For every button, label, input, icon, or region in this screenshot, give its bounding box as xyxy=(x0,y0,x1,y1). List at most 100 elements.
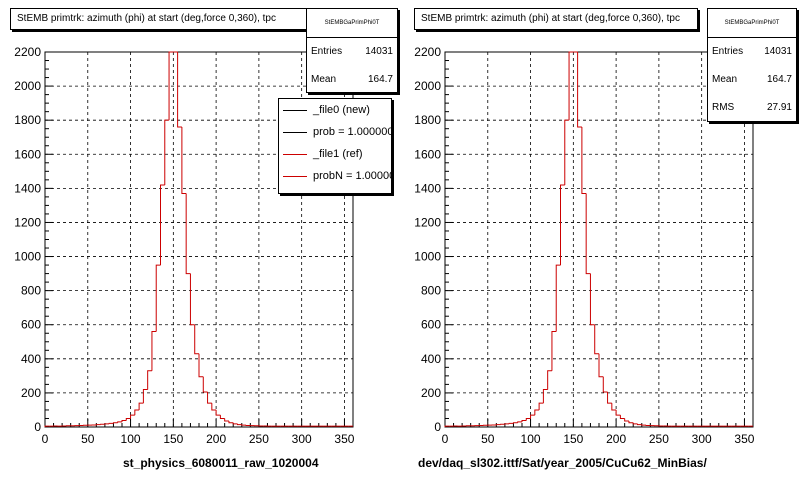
left-series0-bin-15 xyxy=(108,422,114,424)
left-ytick-label-1000: 1000 xyxy=(14,250,41,264)
right-series0-bin-28 xyxy=(564,119,570,185)
legend-line-probn xyxy=(283,175,307,177)
right-series0-bin-20 xyxy=(530,414,535,419)
left-ytick-label-2200: 2200 xyxy=(14,45,41,59)
right-stats-rms-value: 27.91 xyxy=(766,102,792,113)
left-ytick-label-200: 200 xyxy=(21,386,41,400)
left-xtick-label-50: 50 xyxy=(81,432,95,446)
right-xtick-label-50: 50 xyxy=(481,432,495,446)
left-series0-bin-43 xyxy=(228,421,234,424)
right-series0-bin-24 xyxy=(547,370,552,390)
left-ytick-label-400: 400 xyxy=(21,352,41,366)
right-series0-bin-32 xyxy=(581,127,587,194)
right-series0-bin-18 xyxy=(521,420,527,422)
left-series0-bin-29 xyxy=(168,51,174,121)
left-series0-bin-35 xyxy=(194,324,199,355)
left-series0-bin-20 xyxy=(130,414,135,419)
right-series0-bin-46 xyxy=(641,424,647,426)
left-series0-bin-17 xyxy=(117,421,122,423)
right-ytick-label-200: 200 xyxy=(421,386,441,400)
left-series0-bin-27 xyxy=(160,184,165,266)
left-ytick-label-1600: 1600 xyxy=(14,147,41,161)
right-series0-bin-31 xyxy=(577,52,582,128)
right-xtick-label-0: 0 xyxy=(442,432,449,446)
right-series0-bin-17 xyxy=(517,421,522,423)
left-series0-bin-42 xyxy=(224,418,229,422)
right-series0-bin-44 xyxy=(632,422,638,425)
right-pad: StEMB primtrk: azimuth (phi) at start (d… xyxy=(400,0,800,480)
right-series0-bin-45 xyxy=(637,423,642,426)
right-stats-rms-row: RMS 27.91 xyxy=(708,94,796,122)
right-ytick-label-1800: 1800 xyxy=(414,113,441,127)
left-series0-bin-23 xyxy=(142,389,148,404)
left-series0-bin-34 xyxy=(189,273,195,326)
right-series0-bin-39 xyxy=(611,403,617,411)
left-series0-bin-41 xyxy=(219,415,225,419)
legend-label-new: _file0 (new) xyxy=(313,104,370,116)
left-series0-bin-44 xyxy=(232,422,238,425)
left-series0-bin-31 xyxy=(177,52,182,128)
left-series0-bin-16 xyxy=(112,422,118,424)
left-stats-mean-label: Mean xyxy=(311,74,337,85)
right-series0-bin-25 xyxy=(551,331,557,371)
left-stats-entries-row: Entries 14031 xyxy=(307,38,397,66)
left-stats-name: StEMBGaPrimPhi0T xyxy=(307,9,397,38)
left-series0-bin-37 xyxy=(202,376,208,393)
left-series0-bin-26 xyxy=(155,264,161,332)
right-xtick-label-200: 200 xyxy=(606,432,626,446)
right-series0-bin-22 xyxy=(538,402,544,410)
right-ytick-label-1000: 1000 xyxy=(414,250,441,264)
right-series0-bin-35 xyxy=(594,324,599,355)
right-series0-bin-23 xyxy=(542,389,548,404)
legend-label-probn: probN = 1.000000 xyxy=(313,170,391,182)
left-ytick-label-2000: 2000 xyxy=(14,79,41,93)
right-series0-bin-43 xyxy=(628,421,634,424)
left-series0-bin-28 xyxy=(164,119,170,185)
right-xtick-label-250: 250 xyxy=(649,432,669,446)
left-series0-bin-19 xyxy=(125,417,131,421)
right-stats-mean-label: Mean xyxy=(712,74,738,85)
left-series0-bin-18 xyxy=(121,420,127,422)
right-ytick-label-400: 400 xyxy=(421,352,441,366)
right-series0-bin-36 xyxy=(598,353,604,378)
left-ytick-label-0: 0 xyxy=(34,420,41,434)
left-series0-bin-0 xyxy=(44,425,50,427)
left-xtick-label-150: 150 xyxy=(163,432,183,446)
right-x-axis-title: dev/daq_sl302.ittf/Sat/year_2005/CuCu62_… xyxy=(418,456,707,470)
left-series0-bin-38 xyxy=(207,392,212,404)
right-series0-bin-0 xyxy=(444,425,450,427)
left-series0-bin-33 xyxy=(185,193,191,275)
right-stats-entries-label: Entries xyxy=(712,46,744,57)
left-xtick-label-0: 0 xyxy=(42,432,49,446)
left-series0-bin-32 xyxy=(181,127,187,194)
right-series0-bin-27 xyxy=(560,184,565,266)
right-plot: 0 50 100 150 200 250 300 350 0 200 400 600 800 1000 12… xyxy=(414,45,754,446)
legend-item-new: _file0 (new) xyxy=(279,99,391,121)
legend-item-prob: prob = 1.000000 xyxy=(279,121,391,143)
right-series0-bin-29 xyxy=(568,51,574,121)
left-legend: _file0 (new) prob = 1.000000 _file1 (ref… xyxy=(278,98,392,194)
left-stats-entries-label: Entries xyxy=(311,46,343,57)
right-series0-bin-42 xyxy=(624,418,629,422)
right-series0-bin-37 xyxy=(602,376,608,393)
right-ytick-label-0: 0 xyxy=(434,420,441,434)
right-series0-bin-33 xyxy=(585,193,591,275)
right-stats-name: StEMBGaPrimPhi0T xyxy=(708,9,796,38)
right-series0-bin-41 xyxy=(619,415,625,419)
right-stats-mean-row: Mean 164.7 xyxy=(708,66,796,94)
left-series0-bin-24 xyxy=(147,370,152,390)
left-ytick-label-800: 800 xyxy=(21,284,41,298)
right-xtick-label-100: 100 xyxy=(521,432,541,446)
right-series0-bin-34 xyxy=(589,273,595,326)
left-series0-bin-39 xyxy=(211,403,217,411)
left-stats-mean-row: Mean 164.7 xyxy=(307,66,397,94)
right-series0-bin-38 xyxy=(607,392,612,404)
right-ytick-label-1600: 1600 xyxy=(414,147,441,161)
legend-line-new xyxy=(283,109,307,111)
left-xtick-label-250: 250 xyxy=(249,432,269,446)
left-series0-bin-45 xyxy=(237,423,242,426)
right-ytick-label-1200: 1200 xyxy=(414,215,441,229)
right-ytick-label-600: 600 xyxy=(421,318,441,332)
right-stats-entries-row: Entries 14031 xyxy=(708,38,796,66)
right-ytick-label-2000: 2000 xyxy=(414,79,441,93)
